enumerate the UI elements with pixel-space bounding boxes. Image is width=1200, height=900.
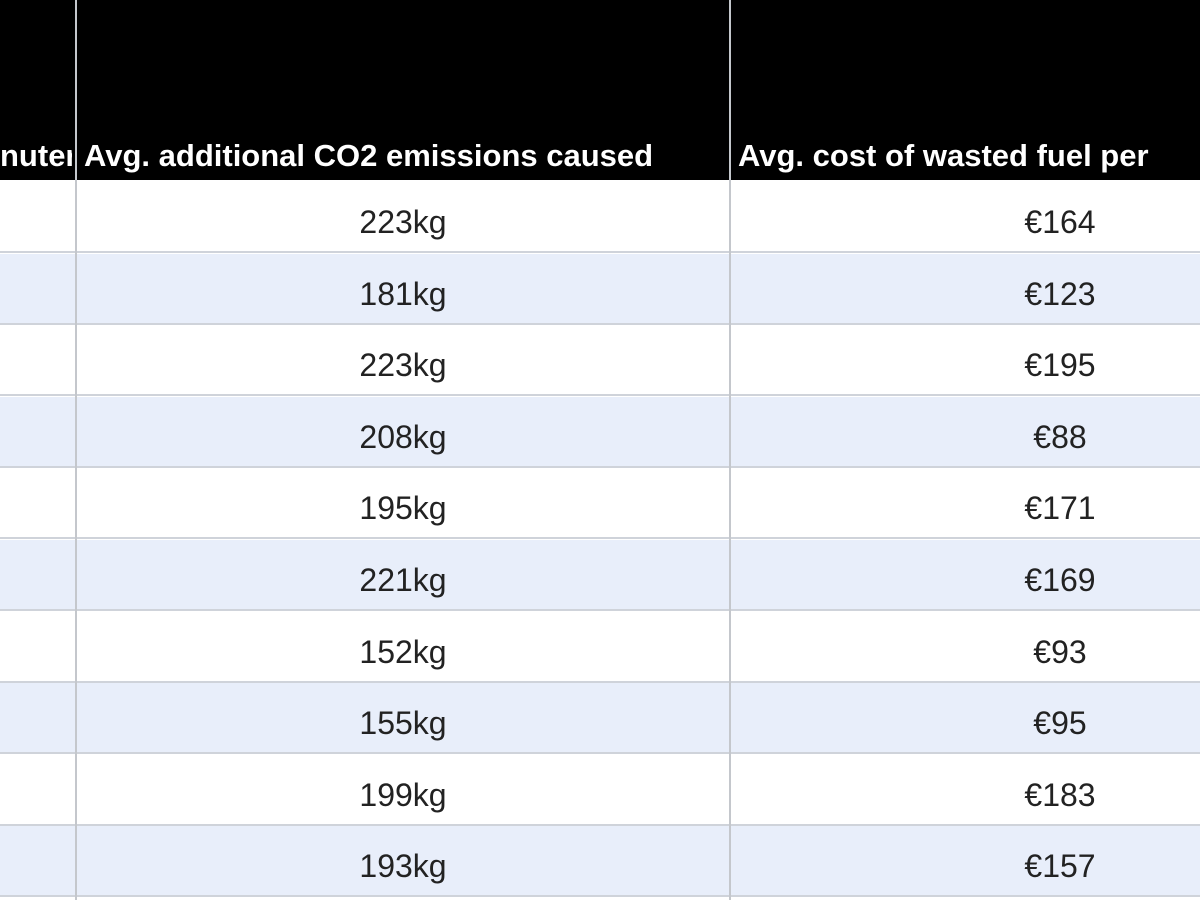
table-cell: €164	[1024, 204, 1096, 240]
table-cell: 195kg	[359, 490, 447, 527]
header-cell: Avg. additional CO2 emissions caused	[84, 138, 654, 173]
table-cell: €157	[1024, 848, 1096, 885]
table-cell: 208kg	[359, 418, 447, 455]
table-row: 193kg €157	[0, 826, 1200, 898]
table-cell: 193kg	[359, 848, 447, 885]
table-cell: 223kg	[359, 347, 447, 384]
table-row: 195kg €171	[0, 468, 1200, 540]
table-cell: €195	[1024, 347, 1096, 384]
table-cell: 221kg	[359, 562, 447, 598]
column-divider	[729, 0, 731, 900]
table-cell: 223kg	[359, 204, 447, 240]
table-cell: €88	[1033, 418, 1087, 455]
table-cell: €93	[1033, 633, 1087, 670]
table-row: 181kg €123	[0, 253, 1200, 325]
table-row: 155kg €95	[0, 683, 1200, 755]
table-cell: 155kg	[359, 705, 447, 742]
table-cell: €171	[1024, 490, 1096, 527]
table-cell: €169	[1024, 562, 1096, 598]
table-cell: 199kg	[359, 776, 447, 813]
header-cell: Avg. cost of wasted fuel per	[738, 138, 1149, 173]
table-cell: 181kg	[359, 275, 447, 312]
table-row: 221kg €169	[0, 540, 1200, 611]
table-cell: €123	[1024, 275, 1096, 312]
header-cell: nuter	[0, 138, 72, 173]
table-cell: 152kg	[359, 633, 447, 670]
table-row: 208kg €88	[0, 396, 1200, 468]
table-row: 223kg €195	[0, 325, 1200, 397]
table-row: 223kg €164	[0, 182, 1200, 253]
table-row: 199kg €183	[0, 755, 1200, 826]
table-cell: €95	[1033, 705, 1087, 742]
header-row	[0, 0, 1200, 180]
table-row: 152kg €93	[0, 612, 1200, 683]
column-divider	[75, 0, 77, 900]
table-cell: €183	[1024, 776, 1096, 813]
